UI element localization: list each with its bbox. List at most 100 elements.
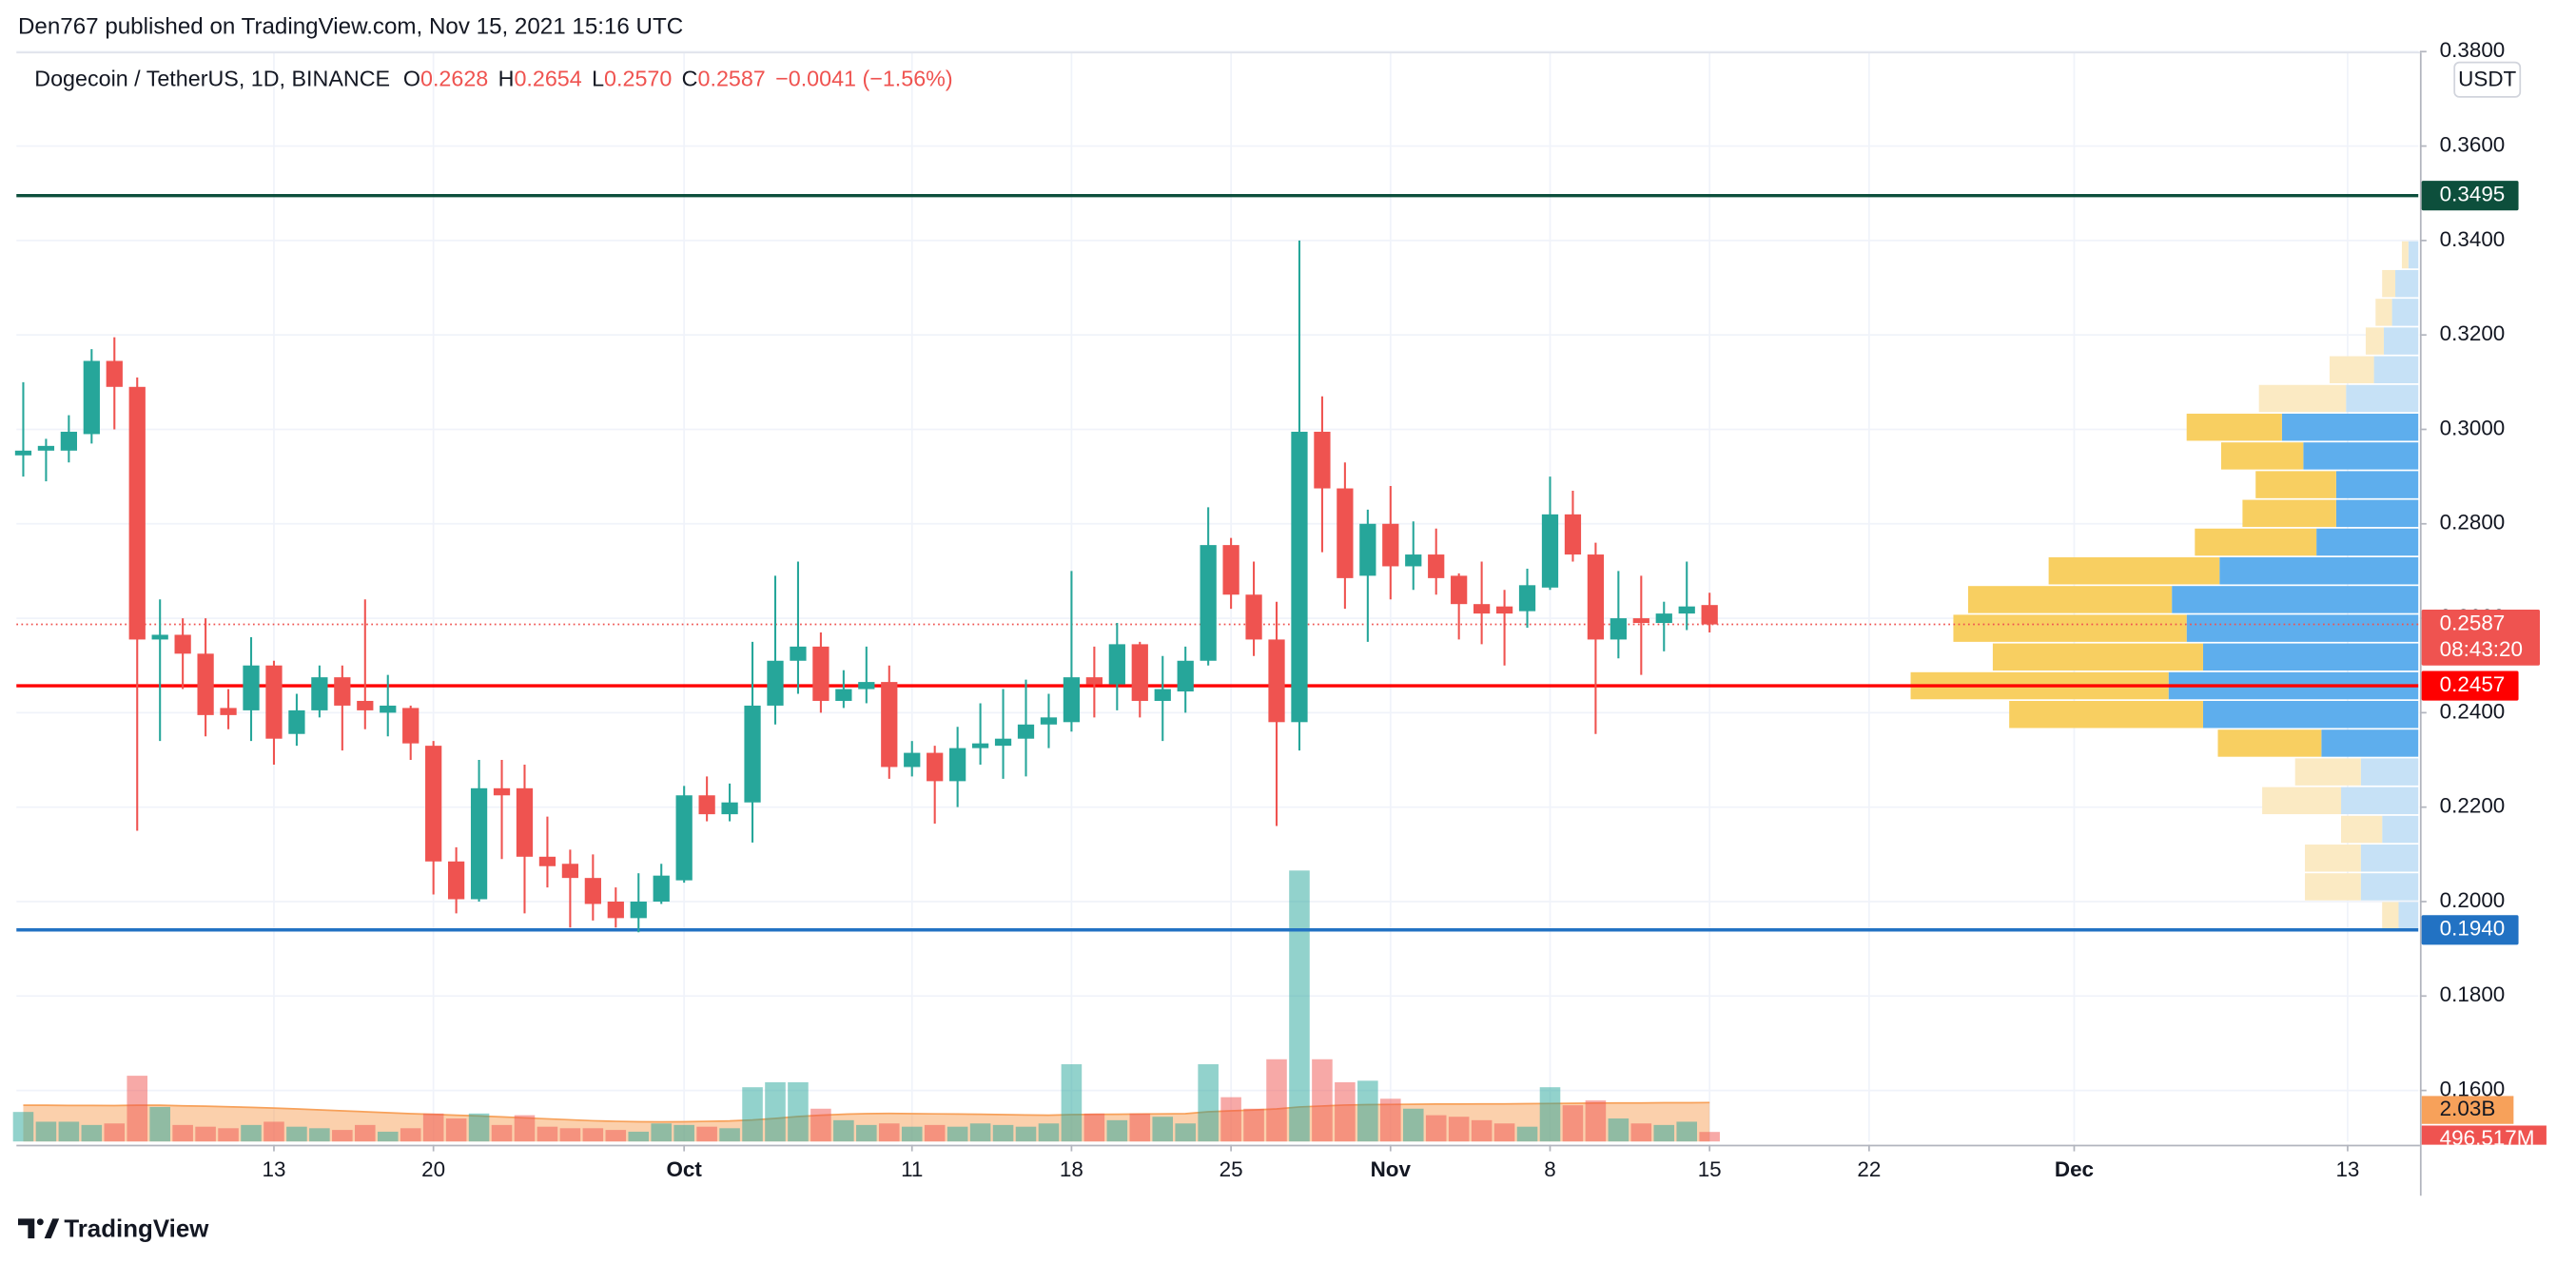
volume-bar <box>1243 1108 1264 1142</box>
candle-body <box>493 787 511 796</box>
candle-body <box>1473 604 1491 614</box>
profile-down <box>2329 356 2374 384</box>
volume-bar <box>1129 1113 1151 1142</box>
profile-up <box>2383 327 2419 355</box>
candle-body <box>334 677 351 706</box>
y-tick-label: 0.3000 <box>2440 416 2506 439</box>
legend-value: 0.2628 <box>420 67 488 91</box>
volume-bar <box>1357 1080 1378 1142</box>
legend-value: 0.2587 <box>698 67 766 91</box>
candle-body <box>1222 545 1239 595</box>
candle-body <box>927 752 944 782</box>
profile-up <box>2202 643 2419 671</box>
y-tick-label: 0.3600 <box>2440 133 2506 157</box>
profile-down <box>2262 787 2342 815</box>
volume-bar <box>856 1124 877 1142</box>
candle-body <box>1040 717 1058 725</box>
volume-bar <box>696 1126 717 1142</box>
logo-mark <box>17 1218 35 1239</box>
candle-body <box>881 682 898 768</box>
currency-box <box>2453 61 2522 98</box>
profile-up <box>2398 902 2419 929</box>
volume-bar <box>1015 1126 1037 1142</box>
candle-body <box>1085 677 1103 685</box>
candle-body <box>1451 575 1468 605</box>
profile-up <box>2303 442 2419 470</box>
y-tick-label: 0.3200 <box>2440 321 2506 345</box>
volume-bar <box>1471 1119 1493 1142</box>
candle-body <box>197 653 214 715</box>
volume-bar <box>1699 1132 1720 1142</box>
volume-bar <box>218 1128 239 1142</box>
candle-body <box>243 665 260 710</box>
candle-body <box>14 450 32 456</box>
volume-bar <box>149 1106 170 1142</box>
profile-down <box>2255 471 2336 498</box>
volume-bar <box>582 1128 604 1142</box>
candle-body <box>1177 660 1194 692</box>
volume-bar <box>172 1124 193 1142</box>
volume-bar <box>195 1126 216 1142</box>
candle-body <box>106 360 123 387</box>
profile-up <box>2335 471 2419 498</box>
profile-down <box>2242 499 2336 528</box>
candle-body <box>949 748 966 782</box>
candle-body <box>698 795 715 815</box>
volume-bar <box>1402 1108 1424 1142</box>
candle-body <box>1337 488 1354 578</box>
candle-body <box>447 861 465 900</box>
x-tick-label: 13 <box>2335 1157 2359 1181</box>
brand-logo <box>17 1218 60 1239</box>
candle-body <box>1245 594 1262 640</box>
volume-bar <box>400 1128 421 1142</box>
volume-bar <box>1198 1064 1219 1142</box>
profile-up <box>2202 701 2419 729</box>
candle-body <box>721 802 738 815</box>
volume-bar <box>422 1113 444 1142</box>
candle-body <box>1564 514 1582 555</box>
x-tick-label: Dec <box>2055 1157 2094 1181</box>
volume-label: 496.517M <box>2440 1126 2535 1150</box>
candle-body <box>380 705 397 713</box>
y-tick-label: 0.3400 <box>2440 227 2506 251</box>
profile-down <box>1953 614 2187 642</box>
volume-bar <box>1380 1098 1401 1142</box>
x-tick-label: 11 <box>901 1157 923 1181</box>
candle-body <box>1678 606 1695 614</box>
volume-bar <box>1312 1059 1333 1142</box>
profile-up <box>2219 556 2419 585</box>
volume-bar <box>1539 1087 1561 1142</box>
profile-down <box>2048 556 2220 585</box>
volume-ma-line <box>23 1101 1710 1123</box>
profile-up <box>2316 528 2419 556</box>
profile-down <box>1992 643 2203 671</box>
volume-bar <box>309 1128 330 1142</box>
volume-bar <box>81 1124 103 1142</box>
volume-bar <box>878 1123 900 1142</box>
volume-bar <box>969 1123 991 1142</box>
volume-bar <box>673 1124 694 1142</box>
legend-key: L <box>592 67 604 91</box>
candle-body <box>1314 431 1331 489</box>
profile-up <box>2335 499 2419 528</box>
candle-body <box>904 752 921 768</box>
logo-dot <box>36 1218 44 1226</box>
last-price-label: 0.2587 <box>2440 611 2506 634</box>
candle-body <box>1495 606 1513 614</box>
candle-body <box>1610 618 1627 640</box>
candle-body <box>425 746 442 862</box>
volume-bar <box>1083 1113 1105 1142</box>
profile-down <box>2401 241 2409 269</box>
candle-body <box>311 677 328 710</box>
volume-bar <box>1653 1124 1675 1142</box>
volume-bar <box>1152 1117 1174 1142</box>
profile-up <box>2186 614 2419 642</box>
candle-body <box>1632 618 1649 624</box>
volume-bar <box>445 1118 467 1142</box>
volume-bar <box>1585 1100 1607 1142</box>
profile-up <box>2382 815 2419 844</box>
candle-body <box>1200 545 1217 661</box>
candle-body <box>516 787 534 857</box>
currency: USDT <box>2458 68 2516 91</box>
volume-bar <box>377 1131 399 1142</box>
